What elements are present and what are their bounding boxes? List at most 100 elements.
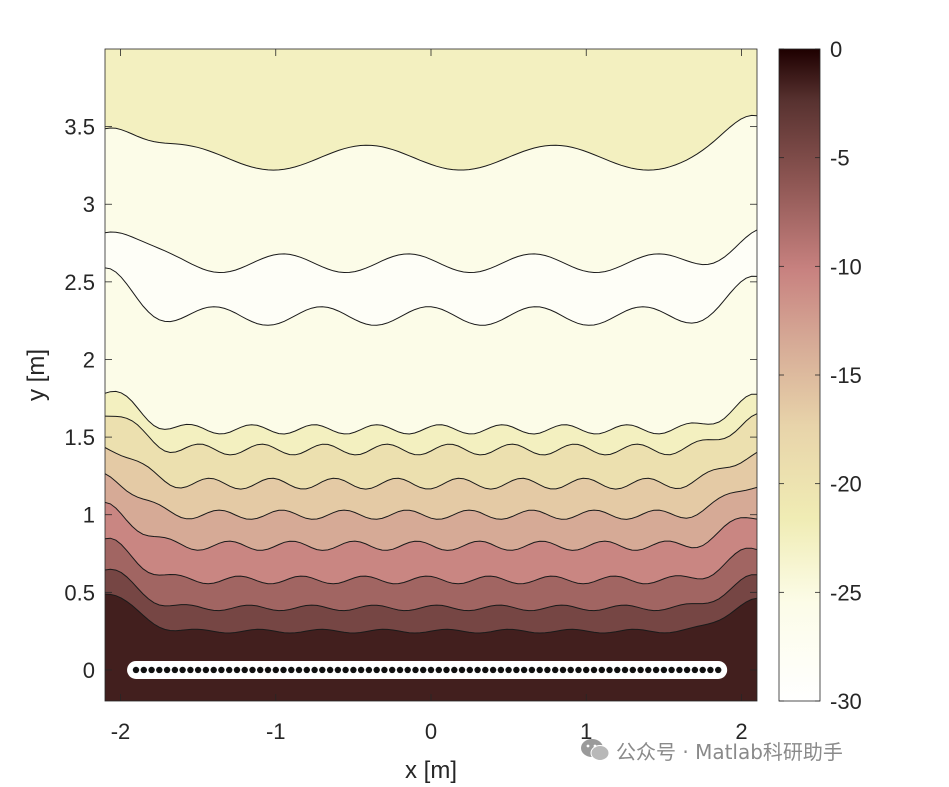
source-point bbox=[458, 666, 466, 674]
source-point bbox=[342, 666, 349, 674]
source-point bbox=[683, 666, 691, 674]
source-point bbox=[396, 666, 404, 674]
y-tick-label: 1 bbox=[83, 503, 95, 528]
y-tick-label: 1.5 bbox=[64, 425, 95, 450]
x-axis-label: x [m] bbox=[405, 757, 457, 784]
watermark-text: 公众号 · Matlab科研助手 bbox=[616, 739, 843, 764]
contour-line bbox=[105, 229, 757, 274]
source-point bbox=[699, 666, 706, 674]
source-point bbox=[513, 666, 520, 674]
source-point bbox=[350, 666, 357, 674]
source-point bbox=[590, 666, 598, 674]
colorbar-tick-label: 0 bbox=[830, 37, 842, 62]
contour-line bbox=[105, 537, 757, 585]
source-point bbox=[691, 666, 699, 674]
colorbar-gradient bbox=[779, 49, 820, 701]
source-point bbox=[676, 666, 683, 674]
source-point bbox=[443, 666, 450, 674]
source-point bbox=[536, 666, 543, 674]
source-point bbox=[163, 666, 171, 674]
colorbar-tick-label: -25 bbox=[830, 580, 862, 605]
source-point bbox=[373, 666, 380, 674]
source-point bbox=[226, 666, 233, 674]
source-point bbox=[559, 666, 567, 674]
source-point bbox=[264, 666, 272, 674]
source-point bbox=[148, 666, 155, 674]
source-point bbox=[202, 666, 210, 674]
source-point bbox=[575, 666, 582, 674]
source-point bbox=[140, 666, 147, 674]
colorbar-tick-label: -15 bbox=[830, 363, 862, 388]
source-point bbox=[288, 666, 295, 674]
source-point bbox=[497, 666, 505, 674]
colorbar-tick-label: -20 bbox=[830, 472, 862, 497]
source-point bbox=[598, 666, 605, 674]
contour-bands bbox=[105, 49, 757, 701]
source-array bbox=[127, 660, 728, 679]
source-point bbox=[412, 666, 419, 674]
contour-line bbox=[105, 267, 757, 326]
source-point bbox=[249, 666, 256, 674]
source-point bbox=[660, 666, 668, 674]
contour-line bbox=[105, 593, 757, 634]
source-point bbox=[482, 666, 489, 674]
source-point bbox=[187, 666, 194, 674]
source-point bbox=[652, 666, 660, 674]
source-point bbox=[334, 666, 342, 674]
source-point bbox=[303, 666, 310, 674]
source-point bbox=[427, 666, 435, 674]
x-axis: -2 -1 0 1 2 bbox=[111, 49, 748, 744]
source-point bbox=[179, 666, 186, 674]
source-point bbox=[389, 666, 396, 674]
source-point bbox=[132, 666, 140, 674]
source-point bbox=[614, 666, 621, 674]
source-point bbox=[194, 666, 202, 674]
source-point bbox=[629, 666, 636, 674]
watermark: 公众号 · Matlab科研助手 bbox=[580, 734, 843, 766]
contour-line bbox=[105, 501, 757, 551]
source-point bbox=[707, 666, 714, 674]
source-point bbox=[420, 666, 427, 674]
x-tick-label: 2 bbox=[735, 719, 747, 744]
source-point bbox=[715, 666, 722, 674]
source-point bbox=[668, 666, 675, 674]
source-point bbox=[257, 666, 264, 674]
source-point bbox=[637, 666, 644, 674]
source-point bbox=[520, 666, 528, 674]
source-point bbox=[381, 666, 388, 674]
plot-area bbox=[104, 48, 758, 702]
x-tick-label: 0 bbox=[425, 719, 437, 744]
source-point bbox=[357, 666, 365, 674]
y-tick-label: 2.5 bbox=[64, 270, 95, 295]
y-tick-label: 0 bbox=[83, 658, 95, 683]
contour-line bbox=[105, 390, 757, 435]
source-point bbox=[326, 666, 334, 674]
x-tick-label: -1 bbox=[266, 719, 286, 744]
source-point bbox=[606, 666, 613, 674]
source-point bbox=[171, 666, 179, 674]
source-point bbox=[365, 666, 373, 674]
source-point bbox=[295, 666, 303, 674]
source-point bbox=[505, 666, 512, 674]
y-tick-label: 0.5 bbox=[64, 580, 95, 605]
source-point bbox=[233, 666, 241, 674]
source-point bbox=[218, 666, 225, 674]
contour-band bbox=[105, 49, 757, 171]
source-point bbox=[210, 666, 217, 674]
colorbar-tick-label: -30 bbox=[830, 689, 862, 714]
colorbar-tick-label: -5 bbox=[830, 146, 850, 171]
contour-line bbox=[105, 413, 757, 456]
source-point bbox=[241, 666, 248, 674]
source-point bbox=[621, 666, 629, 674]
source-point bbox=[474, 666, 481, 674]
x-tick-label: 1 bbox=[580, 719, 592, 744]
source-point bbox=[466, 666, 473, 674]
source-point bbox=[404, 666, 411, 674]
colorbar-tick-label: -10 bbox=[830, 254, 862, 279]
source-point bbox=[552, 666, 559, 674]
source-point bbox=[280, 666, 287, 674]
source-point bbox=[156, 666, 163, 674]
source-point bbox=[528, 666, 536, 674]
source-point bbox=[583, 666, 590, 674]
